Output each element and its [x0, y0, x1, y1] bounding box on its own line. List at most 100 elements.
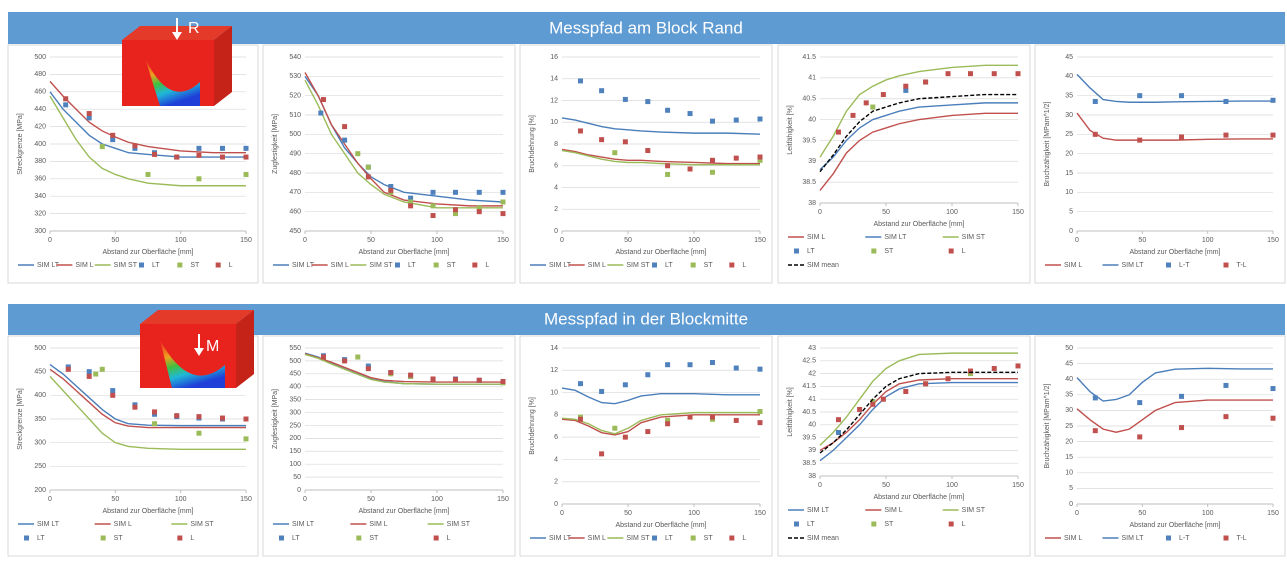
- data-point: [431, 203, 436, 208]
- x-axis-label: Abstand zur Oberfläche [mm]: [873, 221, 964, 228]
- y-tick-label: 12: [550, 367, 558, 374]
- data-point: [366, 366, 371, 371]
- data-point: [196, 414, 201, 419]
- data-point: [665, 163, 670, 168]
- data-point: [645, 148, 650, 153]
- y-tick-label: 540: [289, 54, 301, 61]
- data-point: [578, 128, 583, 133]
- y-tick-label: 470: [289, 189, 301, 196]
- data-point: [758, 367, 763, 372]
- y-tick-label: 8: [554, 141, 558, 148]
- y-tick-label: 200: [289, 435, 301, 442]
- y-tick-label: 340: [34, 193, 46, 200]
- y-tick-label: 0: [297, 487, 301, 494]
- y-tick-label: 2: [554, 479, 558, 486]
- y-tick-label: 42.5: [802, 358, 816, 365]
- data-point: [87, 111, 92, 116]
- x-tick-label: 150: [497, 496, 509, 503]
- data-point: [1016, 71, 1021, 76]
- y-axis-label: Bruchdehnung [%]: [529, 397, 536, 455]
- data-point: [501, 379, 506, 384]
- data-point: [923, 381, 928, 386]
- y-tick-label: 41.5: [802, 54, 816, 61]
- legend-label: SIM LT: [884, 234, 907, 241]
- data-point: [244, 146, 249, 151]
- data-point: [110, 388, 115, 393]
- legend-label: SIM L: [75, 262, 93, 269]
- x-tick-label: 50: [882, 209, 890, 216]
- data-point: [1093, 395, 1098, 400]
- data-point: [1137, 434, 1142, 439]
- x-tick-label: 100: [688, 510, 700, 517]
- data-point: [665, 421, 670, 426]
- y-tick-label: 0: [1069, 501, 1073, 508]
- data-point: [477, 209, 482, 214]
- data-point: [100, 367, 105, 372]
- x-tick-label: 0: [560, 510, 564, 517]
- x-axis-label: Abstand zur Oberfläche [mm]: [1129, 249, 1220, 256]
- y-tick-label: 4: [554, 456, 558, 463]
- data-point: [87, 115, 92, 120]
- data-point: [431, 213, 436, 218]
- y-tick-label: 40: [1065, 376, 1073, 383]
- data-point: [710, 158, 715, 163]
- y-tick-label: 39.5: [802, 434, 816, 441]
- x-tick-label: 150: [754, 510, 766, 517]
- legend-label: LT: [37, 535, 45, 542]
- data-point: [946, 376, 951, 381]
- x-tick-label: 100: [1202, 510, 1214, 517]
- legend-label: ST: [884, 521, 894, 528]
- data-point: [152, 152, 157, 157]
- chart: 450460470480490500510520530540050100150A…: [263, 45, 515, 283]
- y-tick-label: 0: [554, 501, 558, 508]
- x-tick-label: 0: [303, 237, 307, 244]
- x-tick-label: 100: [946, 209, 958, 216]
- y-axis-label: Bruchzähigkeit [MPam^1/2]: [1044, 101, 1051, 186]
- data-point: [196, 146, 201, 151]
- legend-label: SIM LT: [292, 521, 315, 528]
- legend-swatch: [1224, 536, 1229, 541]
- y-tick-label: 25: [1065, 131, 1073, 138]
- data-point: [220, 155, 225, 160]
- x-tick-label: 0: [1075, 237, 1079, 244]
- y-tick-label: 6: [554, 163, 558, 170]
- data-point: [408, 203, 413, 208]
- data-point: [968, 71, 973, 76]
- data-point: [734, 366, 739, 371]
- legend-swatch: [1224, 263, 1229, 268]
- y-tick-label: 450: [289, 371, 301, 378]
- x-tick-label: 50: [1138, 510, 1146, 517]
- legend-label: LT: [665, 262, 673, 269]
- data-point: [710, 170, 715, 175]
- x-tick-label: 0: [1075, 510, 1079, 517]
- data-point: [903, 84, 908, 89]
- data-point: [665, 108, 670, 113]
- y-tick-label: 45: [1065, 360, 1073, 367]
- data-point: [146, 172, 151, 177]
- y-tick-label: 100: [289, 461, 301, 468]
- x-tick-label: 150: [754, 237, 766, 244]
- data-point: [665, 362, 670, 367]
- legend-swatch: [949, 249, 954, 254]
- legend-label: SIM LT: [1122, 262, 1145, 269]
- y-tick-label: 400: [34, 392, 46, 399]
- data-point: [710, 360, 715, 365]
- x-axis-label: Abstand zur Oberfläche [mm]: [358, 508, 449, 515]
- data-point: [477, 190, 482, 195]
- data-point: [453, 190, 458, 195]
- data-point: [220, 416, 225, 421]
- data-point: [688, 167, 693, 172]
- section-title: Messpfad in der Blockmitte: [544, 309, 748, 328]
- legend-swatch: [434, 263, 439, 268]
- data-point: [132, 143, 137, 148]
- x-axis-label: Abstand zur Oberfläche [mm]: [615, 522, 706, 529]
- data-point: [851, 113, 856, 118]
- y-tick-label: 10: [550, 119, 558, 126]
- data-point: [1016, 363, 1021, 368]
- legend-swatch: [691, 536, 696, 541]
- legend-swatch: [177, 263, 182, 268]
- data-point: [477, 378, 482, 383]
- legend-swatch: [1166, 263, 1171, 268]
- data-point: [836, 430, 841, 435]
- data-point: [1093, 99, 1098, 104]
